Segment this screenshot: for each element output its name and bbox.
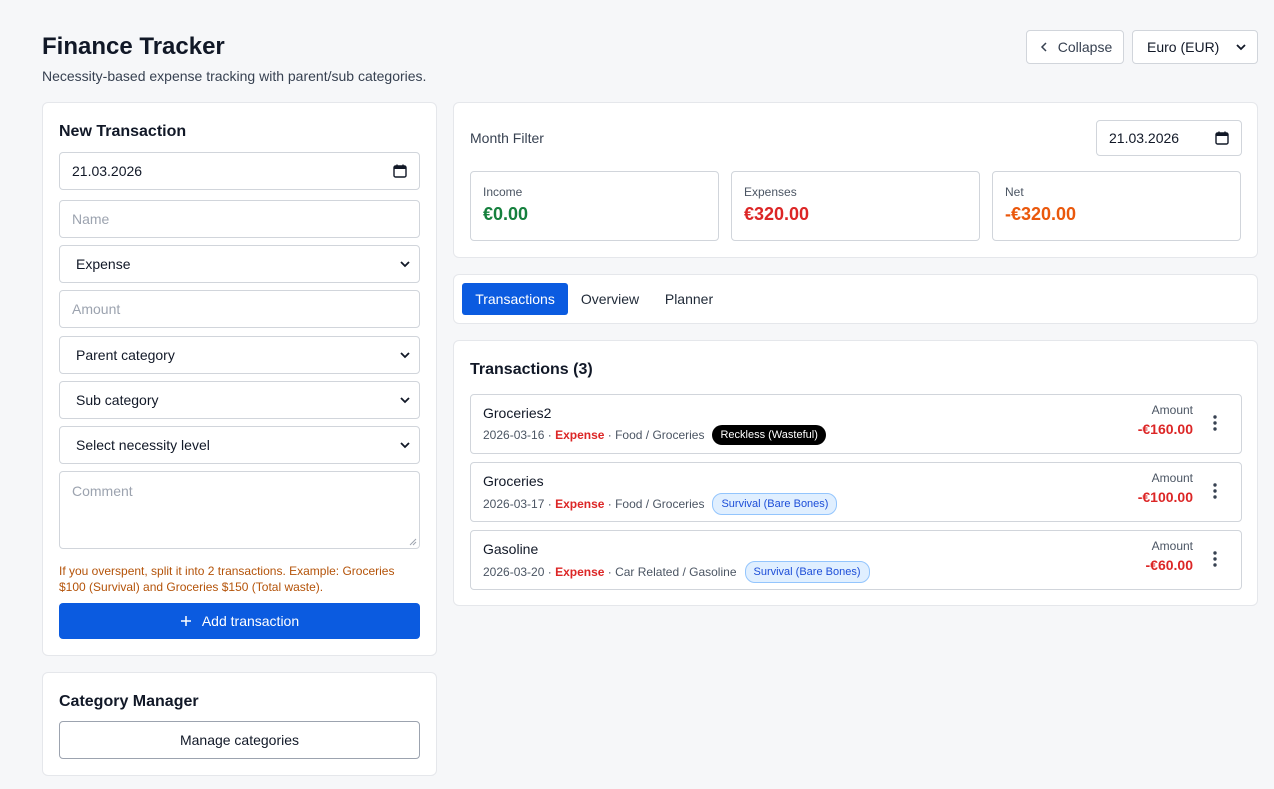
chevron-down-icon bbox=[400, 352, 410, 359]
sub-category-value: Sub category bbox=[76, 392, 159, 408]
date-value: 21.03.2026 bbox=[72, 163, 143, 179]
tab-planner[interactable]: Planner bbox=[664, 291, 714, 307]
transaction-category: Food / Groceries bbox=[615, 428, 705, 442]
kebab-menu-icon[interactable] bbox=[1207, 549, 1223, 569]
amount-label: Amount bbox=[1151, 471, 1193, 485]
amount-input[interactable]: Amount bbox=[59, 290, 420, 328]
transaction-type: Expense bbox=[555, 565, 605, 579]
calendar-icon[interactable] bbox=[393, 164, 407, 178]
transaction-name: Groceries bbox=[483, 473, 544, 489]
chevron-down-icon bbox=[1236, 44, 1246, 51]
amount-placeholder: Amount bbox=[72, 301, 121, 317]
expenses-stat: Expenses €320.00 bbox=[731, 171, 980, 241]
month-filter-date-input[interactable]: 21.03.2026 bbox=[1096, 120, 1242, 156]
page-title: Finance Tracker bbox=[42, 33, 225, 60]
calendar-icon[interactable] bbox=[1215, 131, 1229, 145]
transaction-row[interactable]: Gasoline 2026-03-20 · Expense · Car Rela… bbox=[470, 530, 1242, 590]
necessity-badge: Survival (Bare Bones) bbox=[744, 561, 870, 583]
type-select[interactable]: Expense bbox=[59, 245, 420, 283]
overspend-hint: If you overspent, split it into 2 transa… bbox=[59, 564, 395, 594]
transaction-meta: 2026-03-17 · Expense · Food / Groceries … bbox=[483, 493, 838, 515]
transaction-date: 2026-03-17 bbox=[483, 497, 545, 511]
sub-category-select[interactable]: Sub category bbox=[59, 381, 420, 419]
category-manager-card: Category Manager Manage categories bbox=[42, 672, 437, 776]
month-date-value: 21.03.2026 bbox=[1109, 130, 1180, 146]
transaction-amount: -€100.00 bbox=[1137, 489, 1193, 505]
transaction-type: Expense bbox=[555, 428, 605, 442]
transactions-heading: Transactions (3) bbox=[470, 361, 593, 378]
transaction-amount: -€60.00 bbox=[1145, 557, 1193, 573]
amount-label: Amount bbox=[1151, 539, 1193, 553]
transaction-date: 2026-03-20 bbox=[483, 565, 545, 579]
resize-grip-icon[interactable] bbox=[409, 538, 417, 546]
add-transaction-label: Add transaction bbox=[201, 613, 300, 629]
necessity-badge: Reckless (Wasteful) bbox=[712, 425, 826, 445]
income-stat: Income €0.00 bbox=[470, 171, 719, 241]
month-filter-label: Month Filter bbox=[470, 130, 544, 146]
transaction-meta: 2026-03-20 · Expense · Car Related / Gas… bbox=[483, 561, 870, 583]
necessity-value: Select necessity level bbox=[76, 437, 210, 453]
kebab-menu-icon[interactable] bbox=[1207, 413, 1223, 433]
comment-placeholder: Comment bbox=[72, 483, 133, 499]
chevron-down-icon bbox=[400, 442, 410, 449]
new-transaction-card: New Transaction 21.03.2026 Name Expense … bbox=[42, 102, 437, 656]
kebab-menu-icon[interactable] bbox=[1207, 481, 1223, 501]
month-filter-card: Month Filter 21.03.2026 Income €0.00 Exp… bbox=[453, 102, 1258, 258]
name-input[interactable]: Name bbox=[59, 200, 420, 238]
income-label: Income bbox=[483, 185, 523, 199]
view-tabs: Transactions Overview Planner bbox=[453, 274, 1258, 324]
tab-overview[interactable]: Overview bbox=[580, 291, 640, 307]
transaction-amount: -€160.00 bbox=[1137, 421, 1193, 437]
collapse-button[interactable]: Collapse bbox=[1026, 30, 1124, 64]
net-label: Net bbox=[1005, 185, 1024, 199]
date-input[interactable]: 21.03.2026 bbox=[59, 152, 420, 190]
transaction-row[interactable]: Groceries 2026-03-17 · Expense · Food / … bbox=[470, 462, 1242, 522]
name-placeholder: Name bbox=[72, 211, 110, 227]
add-transaction-button[interactable]: Add transaction bbox=[59, 603, 420, 639]
net-stat: Net -€320.00 bbox=[992, 171, 1241, 241]
amount-label: Amount bbox=[1151, 403, 1193, 417]
income-value: €0.00 bbox=[483, 204, 529, 224]
plus-icon bbox=[180, 616, 191, 626]
type-value: Expense bbox=[76, 256, 131, 272]
transactions-card: Transactions (3) Groceries2 2026-03-16 ·… bbox=[453, 340, 1258, 606]
expenses-value: €320.00 bbox=[744, 204, 810, 224]
chevron-down-icon bbox=[400, 261, 410, 268]
chevron-down-icon bbox=[400, 397, 410, 404]
transaction-row[interactable]: Groceries2 2026-03-16 · Expense · Food /… bbox=[470, 394, 1242, 454]
page-subtitle: Necessity-based expense tracking with pa… bbox=[42, 68, 427, 84]
currency-select[interactable]: Euro (EUR) bbox=[1132, 30, 1258, 64]
tab-transactions[interactable]: Transactions bbox=[462, 283, 568, 315]
necessity-select[interactable]: Select necessity level bbox=[59, 426, 420, 464]
transaction-type: Expense bbox=[555, 497, 605, 511]
necessity-badge: Survival (Bare Bones) bbox=[712, 493, 838, 515]
manage-categories-button[interactable]: Manage categories bbox=[59, 721, 420, 759]
expenses-label: Expenses bbox=[744, 185, 797, 199]
parent-category-value: Parent category bbox=[76, 347, 175, 363]
transaction-category: Food / Groceries bbox=[615, 497, 705, 511]
transaction-name: Gasoline bbox=[483, 541, 539, 557]
new-transaction-heading: New Transaction bbox=[59, 123, 187, 140]
transaction-date: 2026-03-16 bbox=[483, 428, 545, 442]
comment-textarea[interactable]: Comment bbox=[59, 471, 420, 549]
transaction-category: Car Related / Gasoline bbox=[615, 565, 737, 579]
parent-category-select[interactable]: Parent category bbox=[59, 336, 420, 374]
transaction-name: Groceries2 bbox=[483, 405, 552, 421]
transaction-meta: 2026-03-16 · Expense · Food / Groceries … bbox=[483, 425, 826, 445]
chevron-left-icon bbox=[1040, 42, 1047, 52]
currency-value: Euro (EUR) bbox=[1147, 39, 1220, 55]
collapse-label: Collapse bbox=[1057, 39, 1113, 55]
net-value: -€320.00 bbox=[1005, 204, 1077, 224]
category-manager-heading: Category Manager bbox=[59, 693, 199, 710]
